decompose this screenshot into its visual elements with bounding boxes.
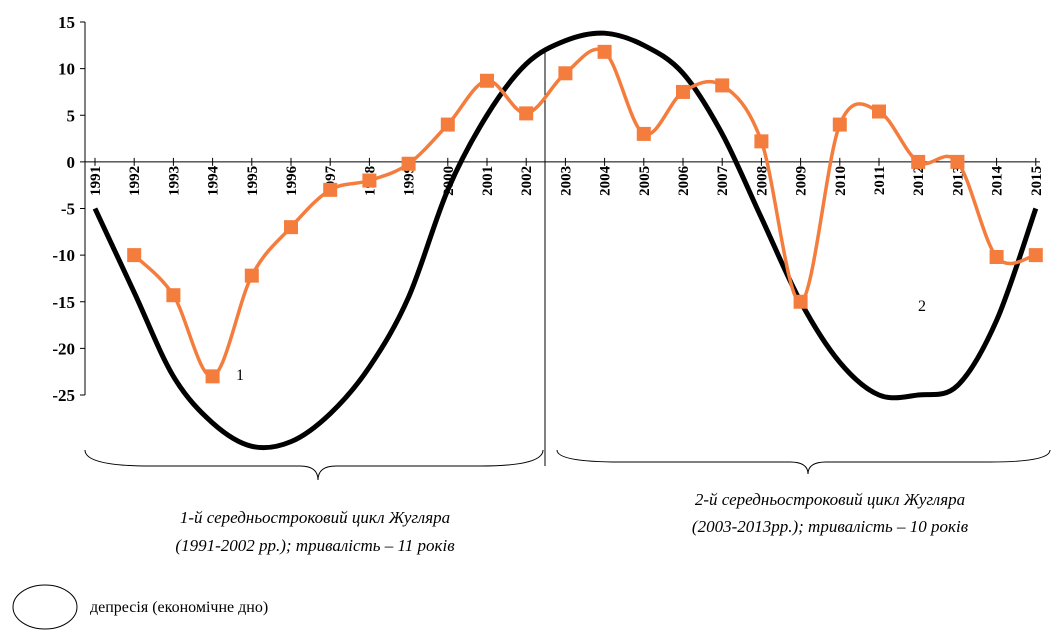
marker bbox=[362, 173, 377, 188]
y-tick-label: -20 bbox=[52, 339, 75, 358]
marker bbox=[989, 249, 1004, 264]
x-tick-label: 2004 bbox=[598, 165, 614, 196]
caption: 1-й середньостроковий цикл Жугляра bbox=[180, 508, 450, 527]
x-tick-label: 2007 bbox=[715, 165, 731, 196]
x-tick-label: 2009 bbox=[794, 166, 810, 196]
x-tick-label: 2008 bbox=[754, 166, 770, 196]
marker bbox=[793, 294, 808, 309]
marker bbox=[323, 182, 338, 197]
marker bbox=[676, 84, 690, 99]
x-tick-label: 1991 bbox=[88, 166, 104, 196]
marker bbox=[244, 268, 259, 283]
marker bbox=[205, 369, 220, 384]
x-tick-label: 1992 bbox=[127, 166, 143, 196]
x-tick-label: 2015 bbox=[1029, 166, 1045, 196]
caption: (2003-2013рр.); тривалість – 10 років bbox=[692, 517, 969, 536]
x-tick-label: 2010 bbox=[833, 166, 849, 196]
brace bbox=[84, 449, 544, 481]
y-tick-label: 5 bbox=[67, 106, 76, 125]
x-tick-label: 2014 bbox=[990, 165, 1006, 196]
marker bbox=[284, 220, 298, 235]
marker bbox=[597, 44, 612, 59]
trend-line bbox=[92, 30, 1039, 451]
marker bbox=[401, 156, 416, 171]
legend-text: депресія (економічне дно) bbox=[90, 599, 268, 616]
x-tick-label: 1999 bbox=[402, 166, 418, 196]
annotation: 1 bbox=[236, 367, 244, 384]
y-tick-label: -10 bbox=[52, 246, 75, 265]
marker bbox=[950, 154, 965, 169]
x-tick-label: 2011 bbox=[872, 166, 888, 195]
marker bbox=[519, 106, 534, 121]
x-tick-label: 2001 bbox=[480, 166, 496, 196]
brace bbox=[556, 449, 1051, 475]
y-tick-label: -15 bbox=[52, 293, 75, 312]
marker bbox=[715, 78, 730, 93]
caption: 2-й середньостроковий цикл Жугляра bbox=[695, 490, 965, 509]
marker bbox=[1028, 248, 1043, 263]
x-tick-label: 2005 bbox=[637, 166, 653, 196]
marker bbox=[636, 126, 651, 141]
data-line bbox=[132, 47, 1037, 379]
caption: (1991-2002 рр.); тривалість – 11 років bbox=[175, 536, 455, 555]
x-tick-label: 2012 bbox=[911, 166, 927, 196]
x-tick-label: 1994 bbox=[206, 165, 222, 196]
y-tick-label: 0 bbox=[67, 153, 76, 172]
marker bbox=[832, 117, 847, 132]
marker bbox=[127, 248, 142, 263]
marker bbox=[911, 154, 926, 169]
y-tick-label: 15 bbox=[58, 13, 75, 32]
x-tick-label: 1995 bbox=[245, 166, 261, 196]
annotation: 2 bbox=[918, 298, 926, 315]
marker bbox=[558, 66, 573, 81]
x-tick-label: 2003 bbox=[558, 166, 574, 196]
marker bbox=[440, 117, 455, 132]
marker bbox=[754, 134, 769, 149]
marker bbox=[872, 104, 886, 119]
x-tick-label: 1993 bbox=[166, 166, 182, 196]
y-tick-label: -5 bbox=[61, 200, 75, 219]
marker bbox=[166, 288, 181, 303]
legend-ellipse bbox=[12, 584, 78, 630]
x-tick-label: 2006 bbox=[676, 165, 692, 196]
y-tick-label: -25 bbox=[52, 386, 75, 405]
marker bbox=[480, 73, 494, 88]
x-tick-label: 1996 bbox=[284, 165, 300, 196]
y-tick-label: 10 bbox=[58, 60, 75, 79]
x-tick-label: 2002 bbox=[519, 166, 535, 196]
